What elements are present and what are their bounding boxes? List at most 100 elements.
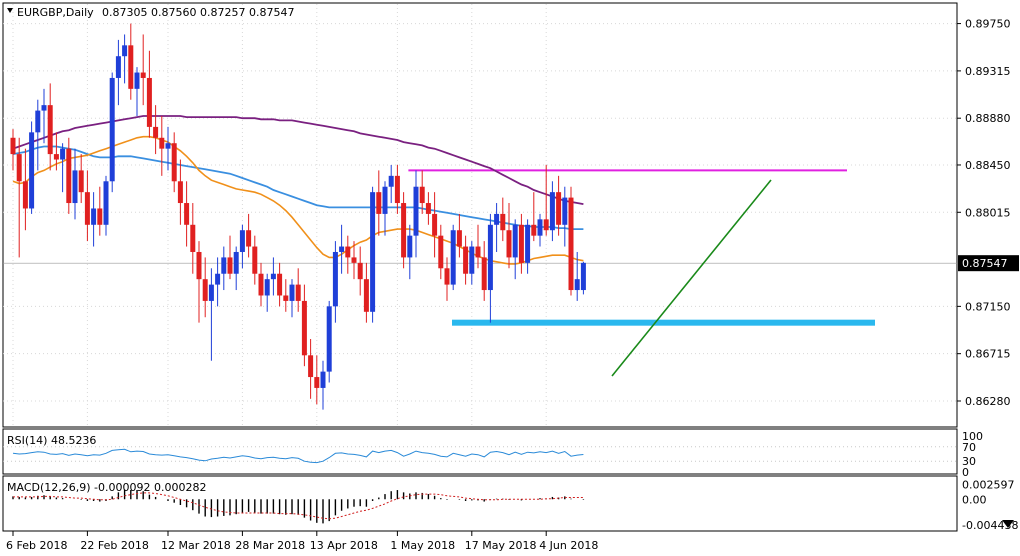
candle-body [363,279,369,312]
candle-body [556,192,562,225]
candle-body [463,246,469,274]
price-axis: 0.89750 0.89315 0.88880 0.88450 0.88015 0.871… [957,18,1019,408]
ohlc-values: 0.87305 0.87560 0.87257 0.87547 [102,6,294,19]
candle-body [444,268,450,285]
candle-body [357,262,363,280]
candle-body [500,213,506,231]
candle-body [252,246,258,274]
candle-body [264,279,270,296]
symbol-label: EURGBP,Daily [17,6,94,19]
candle-body [370,192,376,312]
candle-body [332,251,338,307]
candle-body [215,273,221,285]
candle-body [432,213,438,236]
price-tick-label: 0.88880 [965,112,1011,125]
candle-body [574,279,580,291]
candle-body [277,273,283,296]
candle-body [345,246,351,258]
candle-body [295,284,301,301]
candle-body [202,279,208,301]
rsi-tick-label: 30 [962,455,976,468]
candle-body [72,170,78,204]
candle-body [525,224,531,263]
candle-body [537,219,543,236]
price-candles [10,23,586,410]
date-tick-label: 17 May 2018 [465,539,537,552]
candle-body [246,230,252,247]
price-tick-label: 0.89750 [965,18,1011,31]
support-resistance-levels [408,169,875,326]
date-tick-label: 12 Mar 2018 [161,539,231,552]
price-panel-frame [2,2,958,428]
date-tick-label: 22 Feb 2018 [80,539,148,552]
candle-body [531,224,537,236]
rsi-tick-label: 70 [962,441,976,454]
date-tick-label: 13 Apr 2018 [310,539,378,552]
candle-body [494,213,500,225]
candle-body [425,203,431,214]
candle-body [506,230,512,258]
candle-body [103,181,109,225]
candle-body [419,186,425,204]
candle-body [22,181,28,209]
candle-body [146,77,152,127]
date-axis: 6 Feb 2018 22 Feb 2018 12 Mar 2018 28 Mar 2… [6,520,1014,552]
candle-body [16,154,22,182]
candle-body [115,56,121,78]
candle-body [66,148,72,204]
candle-body [270,273,276,280]
date-tick-label: 28 Mar 2018 [235,539,305,552]
ma-slow-line [12,115,584,205]
candle-body [351,257,357,263]
candle-body [190,224,196,252]
candle-body [339,246,345,252]
candle-body [41,105,47,111]
candle-body [208,284,214,301]
candle-body [258,273,264,296]
candle-body [487,224,493,291]
candle-body [10,137,16,155]
candle-body [53,154,59,160]
candle-body [320,371,326,388]
candle-body [140,72,146,78]
candle-body [450,230,456,285]
candle-body [456,230,462,247]
date-tick-label: 1 May 2018 [390,539,455,552]
candle-body [134,72,140,89]
candle-body [562,197,568,225]
candle-body [543,219,549,231]
current-price-label: 0.87547 [962,257,1008,270]
rsi-line [12,448,584,464]
candle-body [47,105,53,155]
price-tick-label: 0.86715 [965,348,1011,361]
candle-body [122,45,128,57]
macd-tick-label: 0.002597 [962,478,1015,491]
price-tick-label: 0.89315 [965,65,1011,78]
macd-label: MACD(12,26,9) -0.000092 0.000282 [7,481,206,494]
candle-body [153,126,159,138]
candle-body [60,148,66,160]
candle-body [308,355,314,378]
candle-body [580,262,586,291]
current-price-tag [958,255,1019,272]
candle-body [407,235,413,258]
price-tick-label: 0.88450 [965,159,1011,172]
rsi-panel-frame [2,428,958,475]
date-tick-label: 6 Feb 2018 [6,539,67,552]
price-tick-label: 0.87150 [965,300,1011,313]
candle-body [233,251,239,274]
candle-body [376,192,382,214]
candle-body [388,175,394,187]
candle-body [314,377,320,388]
chart-header: EURGBP,Daily 0.87305 0.87560 0.87257 0.8… [7,6,294,19]
macd-tick-label: 0.00 [962,493,987,506]
candle-body [35,110,41,133]
candle-body [128,45,134,89]
support-zone [452,319,875,326]
rsi-label: RSI(14) 48.5236 [7,434,96,447]
chart-shift-icon [1002,520,1014,528]
candle-body [165,143,171,149]
ma-mid-line [12,145,584,231]
